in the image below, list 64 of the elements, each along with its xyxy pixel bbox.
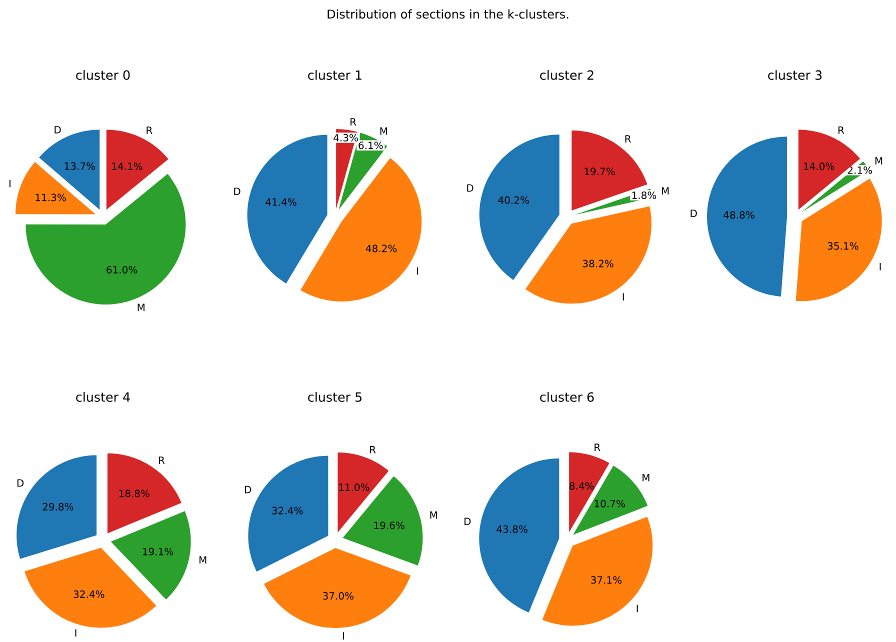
slice-label: I (622, 293, 624, 301)
chart-title: cluster 3 (768, 70, 822, 80)
slice-label: D (690, 210, 697, 218)
chart-title: cluster 4 (76, 392, 130, 402)
slice-label: D (17, 479, 24, 487)
slice-label: D (464, 518, 471, 526)
slice-label: I (880, 263, 881, 270)
data-label: 11.3% (36, 194, 66, 202)
data-label: 37.0% (323, 592, 354, 600)
data-label: 61.0% (106, 266, 138, 274)
data-label: 4.3% (334, 134, 358, 142)
slice-label: R (159, 456, 165, 464)
data-label: 48.8% (724, 211, 754, 219)
text: Distribution of sections in the k-clusters. (328, 9, 568, 19)
data-label: 8.4% (570, 482, 594, 490)
data-label: 2.1% (848, 166, 872, 174)
data-label: 19.1% (143, 548, 174, 556)
data-label: 40.2% (498, 196, 529, 204)
slice-label: I (416, 267, 418, 275)
data-label: 14.1% (112, 162, 142, 170)
data-label: 1.8% (632, 191, 656, 200)
slice-label: I (9, 180, 10, 188)
slice-label: D (54, 126, 61, 134)
data-label: 48.2% (366, 244, 397, 252)
slice-label: D (244, 486, 252, 494)
slice-label: D (234, 188, 240, 196)
data-label: 38.2% (582, 260, 614, 268)
data-label: 18.8% (119, 490, 150, 498)
chart-title: cluster 5 (308, 392, 362, 402)
data-label: 19.6% (374, 522, 404, 530)
data-label: 14.0% (804, 162, 834, 170)
chart-title: cluster 1 (308, 70, 362, 80)
slice-label: I (75, 629, 76, 637)
slice-label: M (380, 127, 388, 135)
slice-label: M (875, 157, 882, 164)
slice-label: R (838, 126, 844, 134)
data-label: 37.1% (591, 576, 622, 584)
slice-label: R (594, 444, 600, 451)
slice-label: M (138, 304, 144, 312)
data-label: 41.4% (266, 198, 296, 206)
slice-label: I (343, 632, 344, 640)
data-label: 35.1% (828, 242, 858, 250)
slice-label: I (636, 604, 638, 612)
chart-title: cluster 0 (76, 70, 130, 80)
data-label: 32.4% (74, 590, 104, 598)
data-label: 13.7% (64, 162, 95, 170)
slice-label: M (200, 556, 206, 564)
data-label: 11.0% (339, 484, 370, 492)
data-label: 19.7% (584, 168, 615, 176)
data-label: 10.7% (594, 500, 625, 508)
slice-label: R (146, 126, 152, 134)
slice-label: M (642, 474, 650, 482)
data-label: 32.4% (272, 506, 303, 514)
slice-label: R (625, 135, 631, 142)
slice-label: R (350, 118, 356, 126)
chart-title: cluster 6 (540, 392, 594, 402)
slice-label: R (370, 446, 376, 454)
chart-title: cluster 2 (540, 70, 594, 80)
data-label: 29.8% (42, 502, 74, 511)
slice-label: D (467, 184, 474, 192)
data-label: 6.1% (358, 142, 383, 150)
slice-label: M (430, 511, 437, 519)
data-label: 43.8% (496, 525, 528, 533)
slice-label: M (662, 187, 669, 195)
